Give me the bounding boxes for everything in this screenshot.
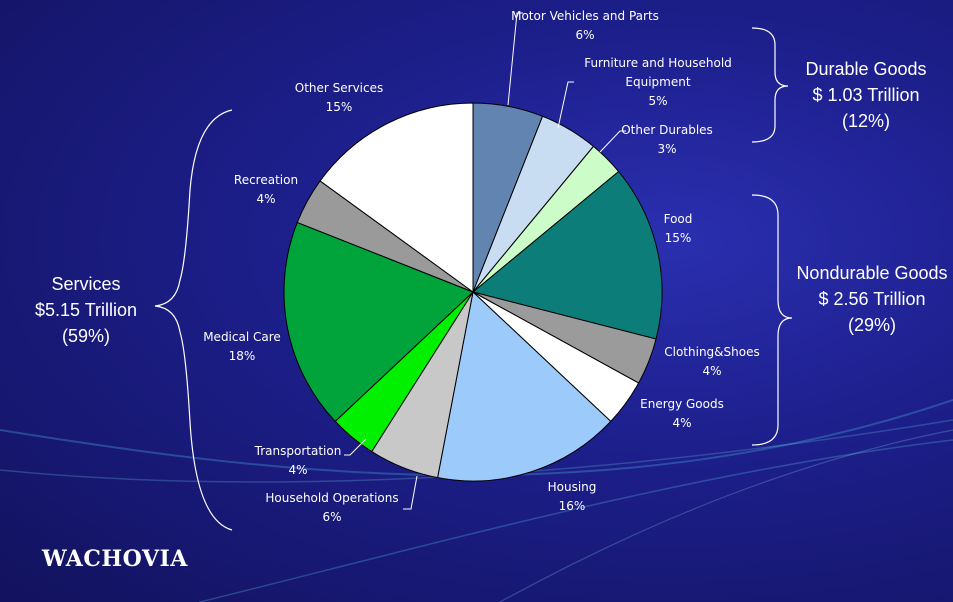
slice-label-other-durables: Other Durables 3% [621,123,713,156]
leader-line-transportation [344,438,367,456]
slice-label-motor-vehicles-and-parts: Motor Vehicles and Parts 6% [511,9,659,42]
slice-label-furniture-and-household-equipment: Furniture and Household Equipment 5% [584,56,732,108]
group-brace-nondurable-goods [751,194,793,446]
leader-line-other-durables [599,130,626,153]
pie [283,102,663,482]
pie-slice-medical-care [283,221,474,423]
swoosh-line [499,429,953,602]
wachovia-logo: WACHOVIA [41,546,188,572]
slice-label-housing: Housing 16% [548,480,597,513]
group-label-services: Services $5.15 Trillion (59%) [35,274,137,346]
pie-slice-housing [437,291,612,482]
group-label-nondurable-goods: Nondurable Goods $ 2.56 Trillion (29%) [796,263,947,335]
slice-label-recreation: Recreation 4% [234,173,298,206]
slice-label-other-services: Other Services 15% [295,81,384,114]
slice-labels: Motor Vehicles and Parts 6% Furniture and … [203,9,760,524]
group-brace-durable-goods [751,27,789,143]
group-label-durable-goods: Durable Goods $ 1.03 Trillion (12%) [805,59,926,131]
group-brace-services [154,109,233,531]
group-braces: Durable Goods $ 1.03 Trillion (12%) Nondura… [35,27,948,531]
leader-line-motor-vehicles-and-parts [507,12,523,106]
pie-slice-other-services [319,102,474,293]
slice-label-clothing-shoes: Clothing&Shoes 4% [664,345,759,378]
pie-slice-food [471,170,663,340]
leader-line-furniture-and-household-equipment [557,81,574,129]
swoosh-line [199,439,953,602]
slice-label-household-operations: Household Operations 6% [265,491,398,524]
slice-label-food: Food 15% [664,212,693,245]
slice-label-energy-goods: Energy Goods 4% [640,397,724,430]
leader-lines [344,12,626,510]
slice-label-transportation: Transportation 4% [254,444,342,477]
slice-label-medical-care: Medical Care 18% [203,330,281,363]
leader-line-household-operations [403,475,418,510]
